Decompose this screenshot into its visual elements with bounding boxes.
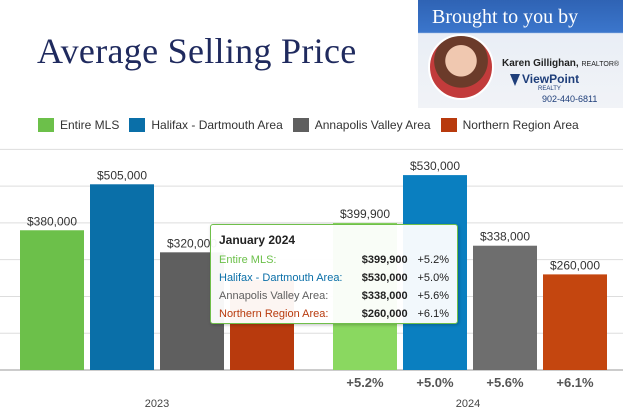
legend-swatch	[129, 118, 146, 132]
tooltip-row: Annapolis Valley Area: $338,000 +5.6%	[219, 287, 449, 305]
tooltip-label: Annapolis Valley Area:	[219, 290, 329, 302]
agent-phone: 902-440-6811	[542, 94, 598, 104]
x-tick-label: 2024	[456, 398, 480, 409]
legend-label: Annapolis Valley Area	[314, 118, 431, 132]
bar	[473, 245, 537, 370]
tooltip-row: Halifax - Dartmouth Area: $530,000 +5.0%	[219, 269, 449, 287]
tooltip-row: Northern Region Area: $260,000 +6.1%	[219, 305, 449, 323]
tooltip-value: $338,000	[361, 290, 408, 302]
tooltip-value: $399,900	[361, 254, 408, 266]
change-label: +5.2%	[346, 375, 384, 390]
change-label: +6.1%	[556, 375, 594, 390]
bar-value-label: $260,000	[550, 258, 600, 272]
bar-value-label: $380,000	[27, 214, 77, 228]
legend-label: Entire MLS	[60, 118, 120, 132]
hover-tooltip: January 2024 Entire MLS: $399,900 +5.2% …	[210, 224, 458, 324]
legend-item-halifax[interactable]: Halifax - Dartmouth Area	[129, 118, 283, 132]
bar-value-label: $530,000	[410, 159, 460, 173]
brokerage-name: ViewPoint	[522, 72, 580, 86]
bar-value-label: $320,000	[167, 236, 217, 250]
chart-legend: Entire MLS Halifax - Dartmouth Area Anna…	[38, 118, 579, 132]
legend-item-entire-mls[interactable]: Entire MLS	[38, 118, 119, 132]
legend-label: Northern Region Area	[462, 118, 579, 132]
bar	[543, 274, 607, 370]
legend-swatch	[38, 118, 54, 132]
legend-item-annapolis[interactable]: Annapolis Valley Area	[292, 118, 431, 132]
tooltip-label: Northern Region Area:	[219, 308, 329, 320]
legend-swatch	[292, 118, 309, 132]
bar-value-label: $338,000	[480, 230, 530, 244]
legend-swatch	[440, 118, 457, 132]
chart-title: Average Selling Price	[37, 31, 357, 71]
tooltip-change: +5.0%	[417, 272, 450, 284]
agent-name: Karen Gillighan,	[502, 58, 579, 69]
bar-value-label: $399,900	[340, 207, 390, 221]
tooltip-change: +5.2%	[417, 254, 450, 266]
agent-photo	[428, 34, 494, 100]
tooltip-row: Entire MLS: $399,900 +5.2%	[219, 251, 449, 269]
tooltip-label: Entire MLS:	[219, 254, 277, 266]
change-label: +5.0%	[416, 375, 454, 390]
tooltip-value: $260,000	[361, 308, 408, 320]
tooltip-title: January 2024	[219, 233, 296, 247]
legend-item-northern[interactable]: Northern Region Area	[440, 118, 579, 132]
tooltip-change: +5.6%	[417, 290, 450, 302]
agent-title: REALTOR®	[581, 61, 620, 68]
legend-label: Halifax - Dartmouth Area	[151, 118, 283, 132]
sponsor-banner: Brought to you by Karen Gillighan, REALT…	[418, 0, 623, 108]
bar-value-label: $505,000	[97, 168, 147, 182]
agent-name-line: Karen Gillighan, REALTOR®	[502, 58, 619, 69]
banner-headline: Brought to you by	[432, 6, 579, 28]
brokerage-subtitle: REALTY	[538, 86, 561, 92]
bar	[90, 184, 154, 370]
tooltip-label: Halifax - Dartmouth Area:	[219, 272, 343, 284]
tooltip-value: $530,000	[361, 272, 408, 284]
bar	[20, 230, 84, 370]
x-tick-label: 2023	[145, 398, 169, 409]
change-label: +5.6%	[486, 375, 524, 390]
viewpoint-logo-icon	[510, 74, 520, 86]
tooltip-change: +6.1%	[417, 308, 450, 320]
